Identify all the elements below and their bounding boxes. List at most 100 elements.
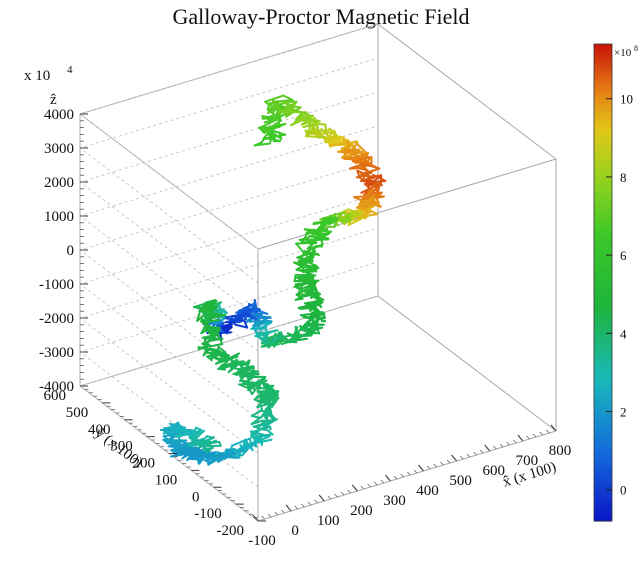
colorbar-tick-label: 6: [620, 248, 627, 263]
x-minor-tick: [380, 479, 385, 484]
colorbar-segment: [594, 393, 612, 399]
x-minor-tick: [360, 485, 365, 490]
colorbar-segment: [594, 59, 612, 65]
x-minor-tick: [301, 503, 305, 508]
trajectory-segment: [317, 317, 327, 323]
colorbar-segment: [594, 294, 612, 299]
colorbar-segment: [594, 274, 612, 280]
x-minor-tick: [532, 433, 537, 438]
chart-title: Galloway-Proctor Magnetic Field: [172, 4, 470, 29]
colorbar-segment: [594, 461, 612, 466]
trajectory-segment: [263, 337, 279, 346]
trajectory-segment: [262, 426, 274, 436]
trajectory-segment: [365, 179, 378, 183]
colorbar-segment: [594, 123, 612, 129]
trajectory-segment: [314, 321, 321, 335]
colorbar-segment: [594, 131, 612, 137]
y-tick-label: 400: [88, 422, 111, 438]
z-tick-label: 0: [67, 243, 75, 259]
x-tick-label: 600: [483, 463, 506, 479]
trajectory-line: [159, 94, 387, 466]
x-minor-tick: [499, 443, 504, 448]
trajectory-segment: [201, 334, 213, 339]
y-tick-label: 200: [133, 456, 156, 472]
colorbar-segment: [594, 485, 612, 490]
trajectory-segment: [230, 361, 241, 369]
trajectory-segment: [351, 156, 373, 163]
colorbar-segment: [594, 441, 612, 447]
colorbar-segment: [594, 433, 612, 439]
colorbar-segment: [594, 429, 612, 435]
trajectory-segment: [294, 114, 315, 123]
trajectory-segment: [262, 398, 277, 403]
colorbar-segment: [594, 445, 612, 451]
trajectory-segment: [270, 104, 279, 111]
trajectory-segment: [196, 314, 205, 322]
trajectory-segment: [351, 160, 369, 165]
trajectory-segment: [297, 305, 307, 309]
colorbar-segment: [594, 473, 612, 478]
trajectory-segment: [250, 410, 270, 426]
colorbar-segment: [594, 326, 612, 331]
y-tick-label: -100: [194, 506, 222, 522]
colorbar-segment: [594, 417, 612, 423]
trajectory-segment: [162, 431, 172, 435]
colorbar-segment: [594, 314, 612, 319]
trajectory-segment: [245, 382, 253, 396]
trajectory-segment: [299, 312, 318, 317]
colorbar-segment: [594, 302, 612, 307]
trajectory-segment: [197, 346, 214, 352]
colorbar-segment: [594, 234, 612, 240]
box-edge: [79, 113, 259, 250]
trajectory-segment: [206, 445, 214, 454]
y-tick-label: 100: [155, 472, 178, 488]
colorbar-segment: [594, 135, 612, 140]
colorbar-segment: [594, 489, 612, 494]
trajectory-segment: [305, 231, 331, 235]
trajectory-segment: [181, 427, 194, 435]
trajectory-segment: [295, 242, 305, 254]
colorbar-segment: [594, 147, 612, 152]
colorbar-tick-label: 4: [620, 326, 627, 341]
trajectory-segment: [363, 180, 380, 196]
colorbar-segment: [594, 206, 612, 212]
x-minor-tick: [261, 515, 265, 520]
trajectory-segment: [248, 319, 260, 323]
x-tick-label: 0: [291, 523, 299, 539]
x-tick-label: 100: [317, 513, 340, 529]
x-minor-tick: [254, 517, 259, 522]
colorbar-segment: [594, 119, 612, 125]
trajectory-segment: [208, 452, 222, 464]
trajectory-segment: [229, 355, 239, 360]
colorbar-segment: [594, 79, 612, 85]
colorbar-segment: [594, 330, 612, 335]
x-minor-tick: [479, 449, 484, 454]
colorbar-segment: [594, 469, 612, 474]
colorbar-segment: [594, 449, 612, 455]
x-minor-tick: [513, 439, 517, 444]
y-tick-label: 0: [192, 489, 200, 505]
trajectory-segment: [318, 234, 324, 246]
trajectory-segment: [306, 320, 314, 327]
colorbar-segment: [594, 322, 612, 327]
trajectory-segment: [207, 440, 221, 445]
colorbar-segment: [594, 254, 612, 260]
colorbar-segment: [594, 218, 612, 224]
x-minor-tick: [347, 489, 351, 494]
colorbar-segment: [594, 226, 612, 232]
trajectory-segment: [237, 448, 243, 459]
trajectory-segment: [267, 410, 277, 421]
colorbar-segment: [594, 107, 612, 113]
trajectory-segment: [362, 162, 381, 170]
colorbar-segment: [594, 389, 612, 395]
y-tick-label: 500: [66, 405, 89, 421]
x-minor-tick: [320, 497, 325, 502]
colorbar-tick-label: 2: [620, 405, 627, 420]
colorbar-segment: [594, 354, 612, 359]
x-minor-tick: [453, 457, 457, 462]
trajectory-segment: [296, 250, 317, 259]
x-minor-tick: [393, 475, 398, 480]
trajectory-segment: [258, 397, 272, 402]
colorbar-segment: [594, 195, 612, 200]
box-edge: [377, 295, 557, 432]
